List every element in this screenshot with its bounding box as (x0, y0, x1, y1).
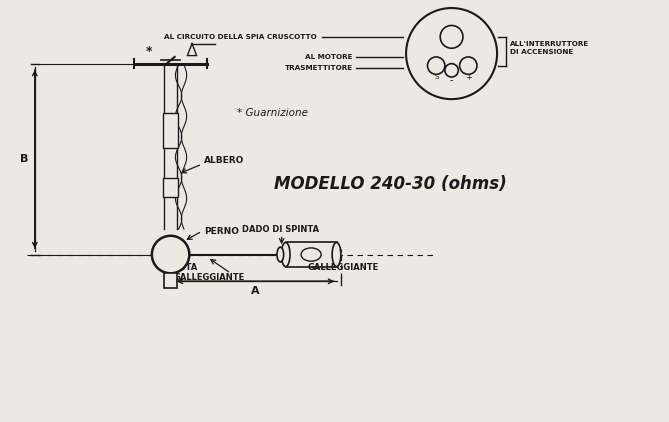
Text: +: + (465, 73, 472, 81)
Ellipse shape (277, 247, 284, 262)
Text: PERNO: PERNO (204, 227, 239, 235)
Text: AL MOTORE: AL MOTORE (305, 54, 353, 60)
Bar (163, 178, 178, 197)
Text: ASTA: ASTA (174, 262, 198, 272)
Text: *: * (146, 45, 153, 58)
Text: B: B (20, 154, 28, 164)
Text: * Guarnizione: * Guarnizione (237, 108, 308, 118)
Text: ALBERO: ALBERO (204, 156, 244, 165)
Circle shape (406, 8, 497, 99)
Text: AL CIRCUITO DELLA SPIA CRUSCOTTO: AL CIRCUITO DELLA SPIA CRUSCOTTO (165, 34, 317, 40)
Bar (164, 273, 177, 288)
Text: GALLEGGIANTE: GALLEGGIANTE (308, 262, 379, 272)
Text: MODELLO 240-30 (ohms): MODELLO 240-30 (ohms) (274, 175, 507, 193)
Text: A: A (252, 286, 260, 296)
Text: DADO DI SPINTA: DADO DI SPINTA (242, 225, 319, 234)
Text: GALLEGGIANTE: GALLEGGIANTE (174, 273, 246, 281)
Ellipse shape (332, 243, 341, 267)
Text: -: - (450, 76, 454, 85)
Text: ALL'INTERRUTTORE
DI ACCENSIONE: ALL'INTERRUTTORE DI ACCENSIONE (510, 41, 589, 55)
Text: S: S (434, 74, 438, 80)
Bar (163, 113, 178, 148)
Text: TRASMETTITORE: TRASMETTITORE (284, 65, 353, 71)
Ellipse shape (282, 243, 290, 267)
Circle shape (152, 236, 189, 273)
Bar (286, 243, 337, 267)
